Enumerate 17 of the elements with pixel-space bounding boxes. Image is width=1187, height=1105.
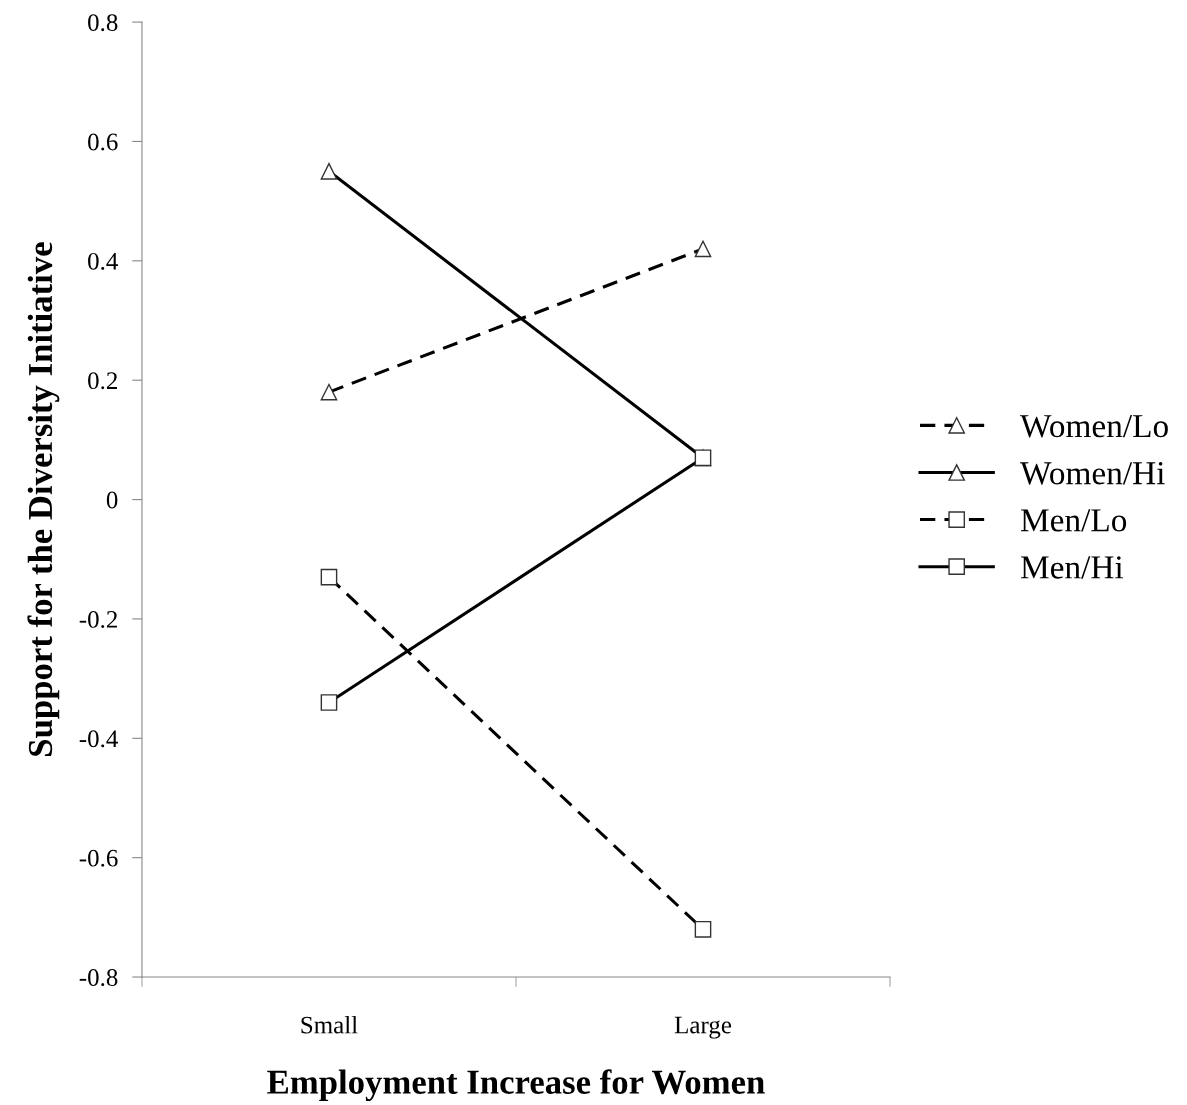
y-tick-label: -0.4: [79, 730, 118, 748]
y-tick-label: 0.8: [88, 14, 118, 32]
legend-label: Women/Hi: [1020, 462, 1165, 485]
y-tick-label: -0.6: [79, 849, 118, 867]
y-tick-label: 0: [106, 491, 118, 509]
legend-label: Men/Lo: [1020, 509, 1127, 532]
y-tick-label: -0.8: [79, 969, 118, 987]
y-tick-label: -0.2: [79, 610, 117, 628]
y-tick-label: 0.4: [88, 252, 118, 270]
y-tick-label: 0.2: [88, 372, 117, 390]
legend-label: Men/Hi: [1020, 556, 1124, 579]
legend-label: Women/Lo: [1020, 415, 1168, 438]
y-tick-label: 0.6: [88, 133, 118, 151]
x-axis-title: Employment Increase for Women: [267, 1069, 765, 1102]
x-tick-label: Small: [301, 1015, 358, 1034]
x-tick-label: Large: [674, 1016, 732, 1039]
y-axis-title: Support for the Diversity Initiative: [27, 242, 60, 756]
